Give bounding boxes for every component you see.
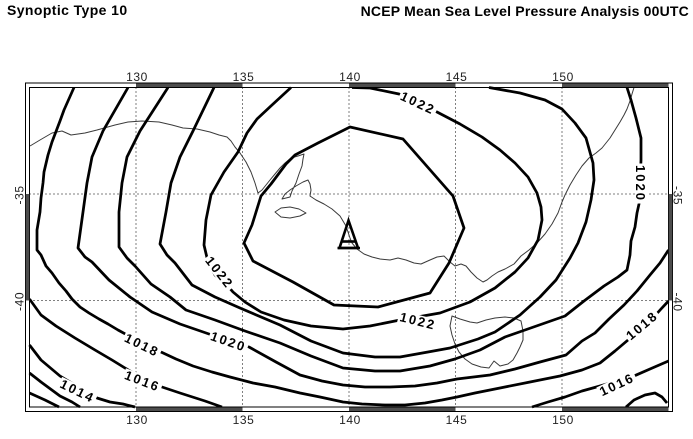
svg-text:150: 150 xyxy=(552,413,574,427)
svg-text:1016: 1016 xyxy=(123,367,163,394)
svg-text:130: 130 xyxy=(126,70,148,84)
svg-text:145: 145 xyxy=(446,413,468,427)
svg-text:1016: 1016 xyxy=(597,370,637,399)
svg-text:1020: 1020 xyxy=(633,165,648,202)
svg-text:130: 130 xyxy=(126,413,148,427)
svg-text:145: 145 xyxy=(446,70,468,84)
svg-text:-35: -35 xyxy=(671,186,685,205)
svg-text:135: 135 xyxy=(233,413,255,427)
svg-text:150: 150 xyxy=(552,70,574,84)
svg-text:-35: -35 xyxy=(13,185,27,204)
svg-text:1014: 1014 xyxy=(58,376,98,406)
svg-text:140: 140 xyxy=(339,70,361,84)
svg-text:1022: 1022 xyxy=(202,253,237,291)
svg-text:1022: 1022 xyxy=(398,88,438,117)
svg-text:1018: 1018 xyxy=(122,330,162,360)
svg-text:135: 135 xyxy=(233,70,255,84)
svg-text:1018: 1018 xyxy=(623,308,661,343)
svg-text:-40: -40 xyxy=(671,293,685,312)
svg-text:-40: -40 xyxy=(13,292,27,311)
svg-text:1022: 1022 xyxy=(398,309,437,332)
svg-text:140: 140 xyxy=(339,413,361,427)
